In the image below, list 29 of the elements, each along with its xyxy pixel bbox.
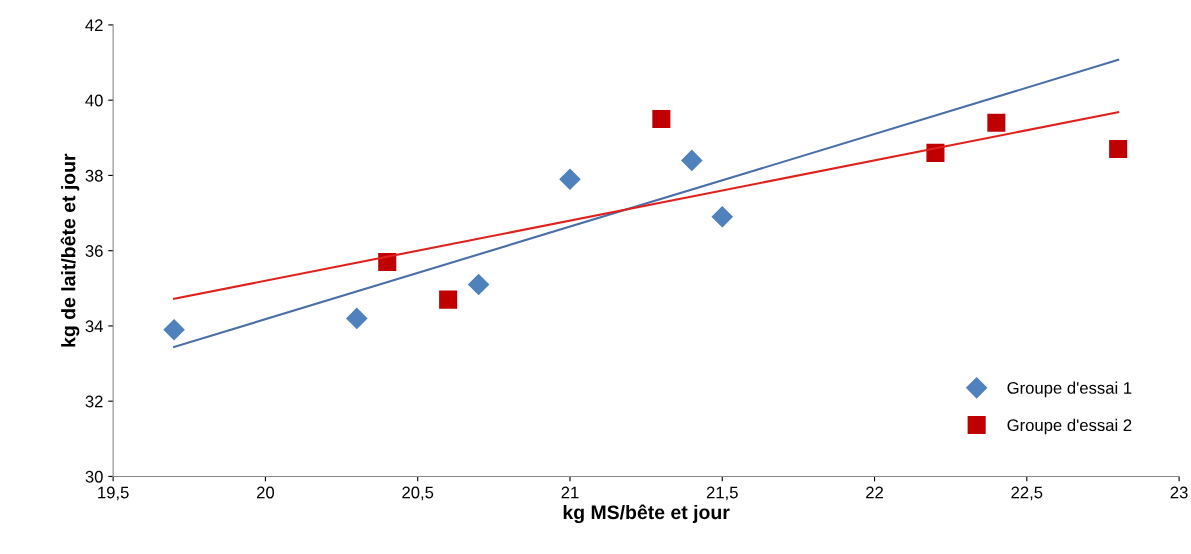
y-tick-label: 38 bbox=[85, 169, 103, 182]
point bbox=[652, 109, 671, 129]
y-tick-label: 40 bbox=[85, 94, 103, 107]
legend-label: Groupe d'essai 2 bbox=[1007, 418, 1132, 435]
y-tick-label: 36 bbox=[85, 245, 103, 257]
y-axis-title: kg de lait/bête et jour bbox=[60, 153, 80, 347]
point bbox=[1109, 140, 1128, 159]
x-tick-label: 22 bbox=[866, 486, 883, 499]
y-tick-label: 34 bbox=[85, 320, 103, 333]
point bbox=[559, 168, 581, 190]
y-tick-label: 42 bbox=[85, 19, 103, 31]
point bbox=[439, 290, 458, 309]
x-tick-label: 21,5 bbox=[706, 486, 738, 501]
x-tick-label: 21 bbox=[561, 486, 579, 499]
point bbox=[163, 319, 185, 341]
legend-label: Groupe d'essai 1 bbox=[1007, 381, 1132, 398]
x-tick-label: 20 bbox=[256, 486, 275, 499]
x-tick-label: 22,5 bbox=[1011, 486, 1043, 501]
point bbox=[468, 274, 490, 296]
y-tick-label: 32 bbox=[85, 395, 103, 408]
point bbox=[346, 307, 368, 329]
x-tick-label: 23 bbox=[1170, 486, 1188, 499]
x-tick-label: 19,5 bbox=[98, 486, 129, 501]
x-axis-title: kg MS/bête et jour bbox=[563, 504, 730, 524]
y-tick-label: 30 bbox=[85, 470, 103, 483]
point bbox=[681, 149, 703, 171]
point bbox=[711, 206, 733, 228]
point bbox=[987, 113, 1006, 132]
x-tick-label: 20,5 bbox=[402, 486, 434, 501]
